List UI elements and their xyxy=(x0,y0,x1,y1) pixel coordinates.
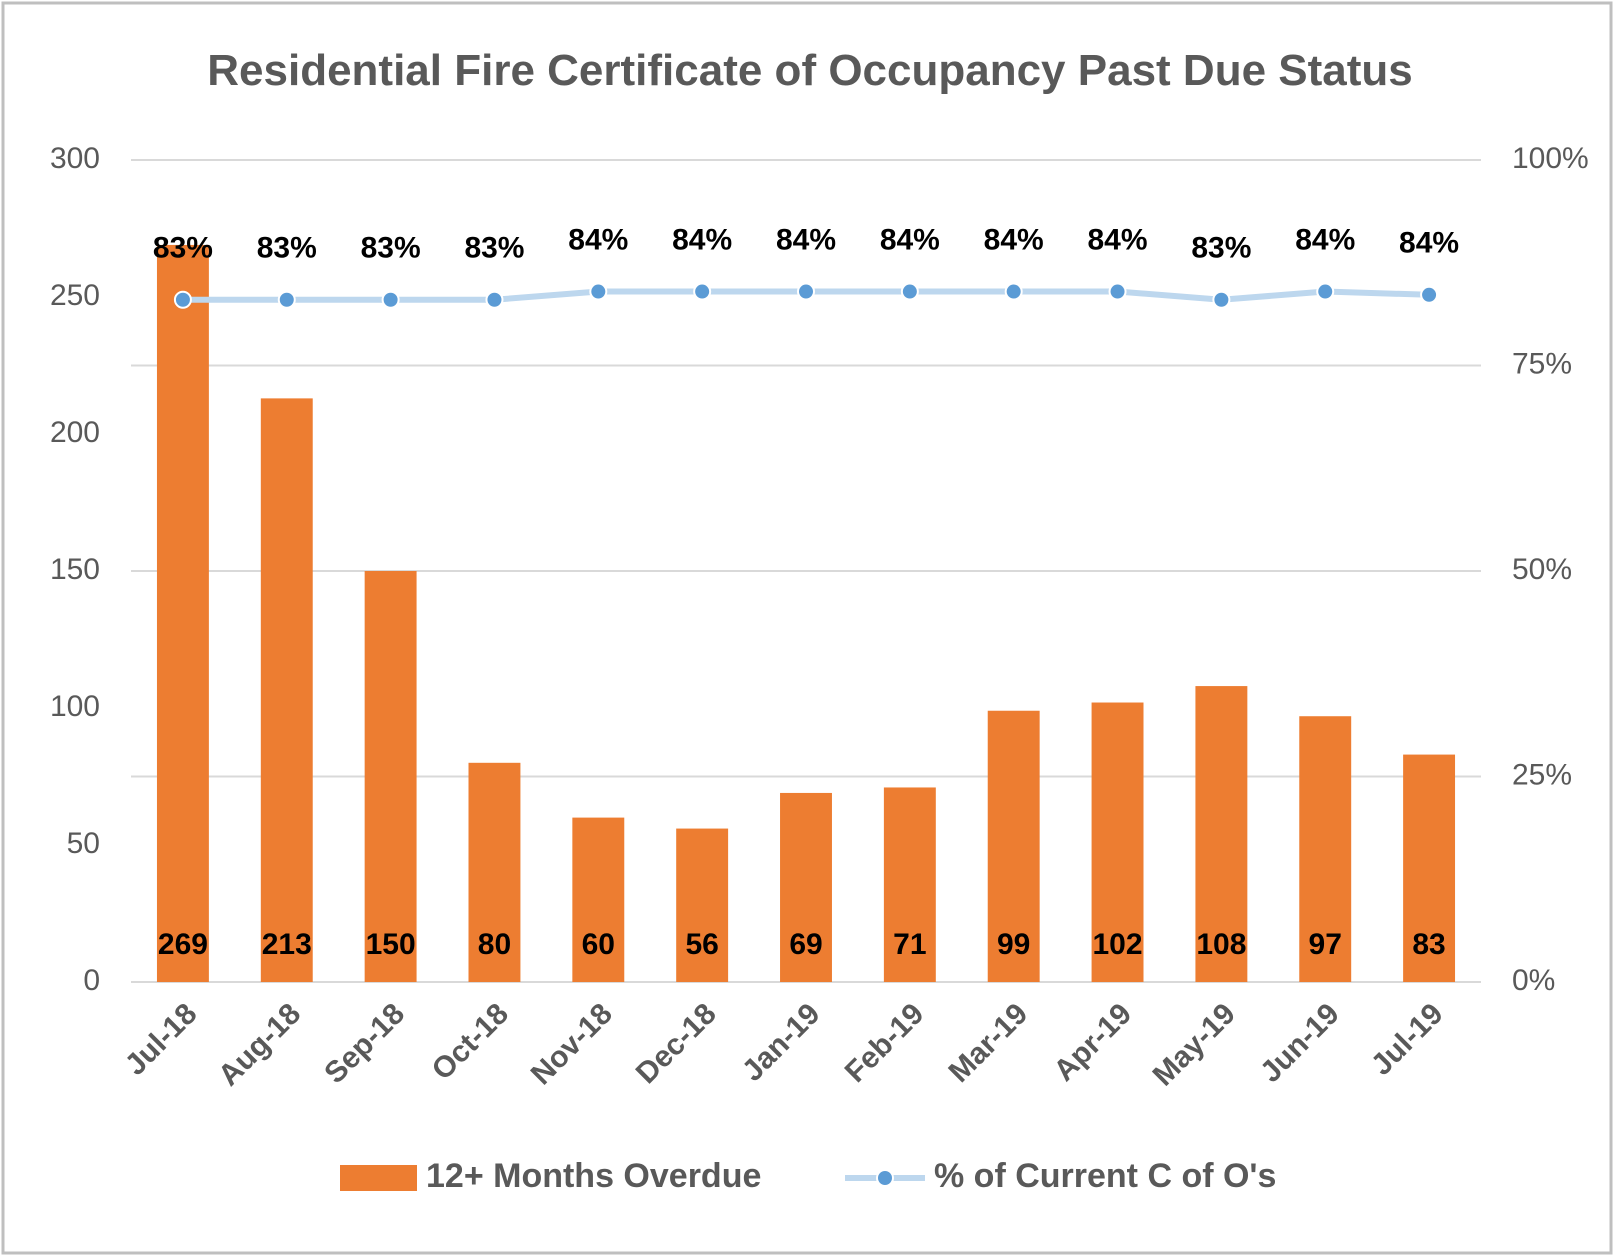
bar-value-label: 150 xyxy=(366,928,416,961)
line-value-label: 84% xyxy=(1399,227,1459,260)
line-marker xyxy=(900,282,919,301)
bar xyxy=(572,817,625,982)
bar-value-label: 213 xyxy=(262,928,312,961)
bar xyxy=(780,792,832,982)
line-value-label: 83% xyxy=(1191,232,1251,265)
bar-value-label: 56 xyxy=(685,928,718,961)
bar xyxy=(1195,686,1248,982)
line-value-label: 84% xyxy=(1295,223,1355,256)
y-tick-label: 0 xyxy=(83,964,100,997)
bar-value-label: 97 xyxy=(1309,928,1342,961)
bar xyxy=(987,710,1040,982)
y-tick-label: 50 xyxy=(67,827,100,860)
y-tick-label: 250 xyxy=(50,279,100,312)
bar xyxy=(468,762,521,982)
line-value-label: 84% xyxy=(984,223,1044,256)
line-marker xyxy=(693,282,712,301)
bar-value-label: 102 xyxy=(1093,928,1143,961)
line-marker xyxy=(173,290,192,309)
line-marker xyxy=(797,282,815,301)
line-value-label: 84% xyxy=(1088,223,1148,256)
line-marker xyxy=(1108,282,1127,301)
bar-value-label: 60 xyxy=(582,928,615,961)
y2-tick-label: 75% xyxy=(1512,347,1572,380)
bar xyxy=(883,787,936,982)
bar xyxy=(1299,716,1352,982)
line-marker xyxy=(1212,290,1231,309)
line-marker xyxy=(381,290,400,309)
line-value-label: 84% xyxy=(776,223,836,256)
y-tick-label: 150 xyxy=(50,553,100,586)
legend-swatch xyxy=(876,1169,894,1187)
y2-tick-label: 0% xyxy=(1512,964,1555,997)
y2-tick-label: 100% xyxy=(1512,142,1589,175)
bar-value-label: 269 xyxy=(158,928,208,961)
line-marker xyxy=(1004,282,1023,301)
line-value-label: 83% xyxy=(361,232,421,265)
bar xyxy=(156,244,209,982)
line-marker xyxy=(589,282,608,301)
legend-label: % of Current C of O's xyxy=(934,1157,1276,1195)
line-marker xyxy=(1420,285,1439,304)
line-value-label: 83% xyxy=(257,232,317,265)
y2-tick-label: 25% xyxy=(1512,758,1572,791)
y-tick-label: 200 xyxy=(50,416,100,449)
chart-title: Residential Fire Certificate of Occupanc… xyxy=(207,46,1413,95)
line-marker xyxy=(1316,282,1335,301)
bar-value-label: 83 xyxy=(1412,928,1445,961)
bar xyxy=(1091,702,1144,982)
bar xyxy=(1403,754,1456,982)
line-value-label: 83% xyxy=(153,232,213,265)
legend-swatch xyxy=(340,1165,417,1191)
bar-value-label: 99 xyxy=(997,928,1030,961)
y-tick-label: 300 xyxy=(50,142,100,175)
line-marker xyxy=(277,290,296,309)
legend-label: 12+ Months Overdue xyxy=(426,1157,761,1195)
bar-value-label: 108 xyxy=(1196,928,1246,961)
line-value-label: 84% xyxy=(672,223,732,256)
line-value-label: 83% xyxy=(464,232,524,265)
line-value-label: 84% xyxy=(880,223,940,256)
bar xyxy=(676,828,729,982)
y-tick-label: 100 xyxy=(50,690,100,723)
y2-tick-label: 50% xyxy=(1512,553,1572,586)
bar-value-label: 71 xyxy=(893,928,926,961)
bar xyxy=(260,398,313,982)
bar-value-label: 80 xyxy=(478,928,511,961)
line-value-label: 84% xyxy=(568,223,628,256)
bar-value-label: 69 xyxy=(789,928,822,961)
bar xyxy=(364,571,417,982)
line-marker xyxy=(485,290,504,309)
